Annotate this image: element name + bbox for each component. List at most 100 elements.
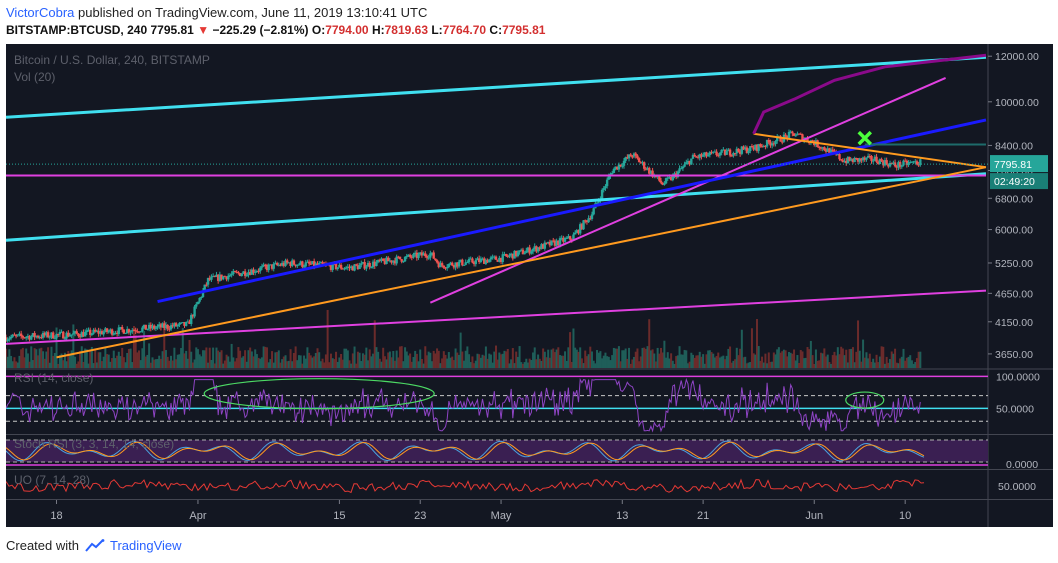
volume-bar	[264, 346, 267, 368]
volume-bar	[862, 339, 865, 368]
candle-body	[117, 327, 121, 334]
volume-bar	[592, 360, 595, 368]
candle-body	[882, 161, 885, 166]
candle-body	[174, 323, 178, 327]
volume-bar	[230, 343, 233, 368]
volume-bar	[860, 361, 863, 368]
volume-label: Vol (20)	[14, 70, 55, 84]
candle-body	[765, 139, 769, 147]
candle-body	[78, 336, 82, 338]
author-link[interactable]: VictorCobra	[6, 5, 75, 20]
volume-bar	[784, 350, 787, 368]
volume-bar	[434, 353, 437, 368]
volume-bar	[803, 358, 806, 368]
volume-bar	[348, 360, 351, 368]
candle-body	[264, 264, 267, 267]
candle-body	[861, 157, 865, 161]
candle-body	[484, 259, 488, 264]
candle-body	[764, 145, 767, 147]
candle-body	[223, 276, 227, 278]
candle-body	[494, 256, 498, 260]
volume-bar	[883, 363, 886, 368]
volume-bar	[111, 358, 114, 368]
open-label: O:	[311, 23, 326, 37]
volume-bar	[159, 358, 162, 368]
volume-bar	[85, 349, 88, 368]
candle-body	[62, 331, 65, 339]
chart-svg[interactable]: 12000.0010000.008400.007600.006800.00600…	[6, 44, 1053, 527]
volume-bar	[72, 324, 75, 368]
candle-body	[198, 297, 201, 302]
candle-body	[228, 275, 232, 277]
candle-body	[905, 160, 909, 166]
volume-bar	[570, 361, 573, 368]
candle-body	[538, 247, 541, 250]
candle-body	[700, 154, 703, 157]
candle-body	[727, 149, 730, 152]
candle-body	[661, 182, 664, 185]
volume-bar	[53, 352, 56, 368]
candle-body	[412, 253, 415, 258]
volume-bar	[569, 332, 572, 368]
volume-bar	[249, 347, 252, 368]
candle-body	[368, 262, 371, 268]
volume-bar	[853, 362, 856, 368]
volume-bar	[131, 362, 134, 368]
candle-body	[139, 331, 142, 333]
candle-body	[733, 152, 737, 154]
candle-body	[568, 236, 572, 240]
y-tick-label: 3650.00	[995, 349, 1033, 361]
volume-bar	[139, 360, 142, 368]
volume-bar	[764, 353, 767, 368]
candle-body	[115, 332, 119, 334]
chart-area[interactable]: 12000.0010000.008400.007600.006800.00600…	[6, 44, 1053, 527]
volume-bar	[520, 362, 523, 368]
volume-bar	[154, 359, 157, 368]
volume-bar	[673, 363, 676, 368]
candle-body	[619, 164, 622, 167]
volume-bar	[186, 358, 189, 368]
volume-bar	[774, 354, 777, 368]
volume-bar	[13, 357, 16, 368]
volume-bar	[31, 360, 34, 368]
candle-body	[710, 152, 713, 154]
volume-bar	[553, 352, 556, 368]
candle-body	[917, 164, 920, 166]
volume-bar	[239, 350, 242, 368]
volume-bar	[692, 354, 695, 368]
candle-body	[87, 329, 90, 331]
volume-bar	[665, 357, 668, 368]
volume-bar	[476, 353, 479, 368]
volume-bar	[329, 353, 332, 368]
candle-body	[195, 304, 198, 307]
volume-bar	[291, 361, 294, 368]
candle-body	[254, 271, 257, 273]
candle-body	[550, 240, 553, 246]
volume-bar	[515, 351, 518, 368]
candle-body	[67, 332, 70, 337]
candle-body	[26, 335, 30, 337]
volume-bar	[808, 349, 811, 368]
candle-body	[186, 321, 190, 323]
price-change: −225.29 (−2.81%)	[212, 23, 309, 37]
candle-body	[715, 151, 718, 156]
candle-body	[415, 252, 419, 258]
candle-body	[718, 152, 722, 156]
candle-body	[897, 162, 900, 168]
candle-body	[158, 324, 161, 327]
candle-body	[280, 262, 284, 266]
candle-body	[218, 274, 222, 281]
candle-body	[722, 149, 725, 151]
volume-bar	[36, 355, 39, 368]
tradingview-link[interactable]: TradingView	[110, 538, 182, 553]
candle-body	[425, 256, 429, 258]
volume-bar	[838, 354, 841, 368]
candle-body	[144, 324, 147, 330]
candle-body	[149, 324, 153, 329]
volume-bar	[127, 348, 130, 368]
candle-body	[690, 158, 693, 165]
volume-bar	[99, 352, 102, 368]
volume-bar	[548, 357, 551, 368]
candle-body	[634, 153, 637, 156]
volume-bar	[170, 355, 173, 368]
